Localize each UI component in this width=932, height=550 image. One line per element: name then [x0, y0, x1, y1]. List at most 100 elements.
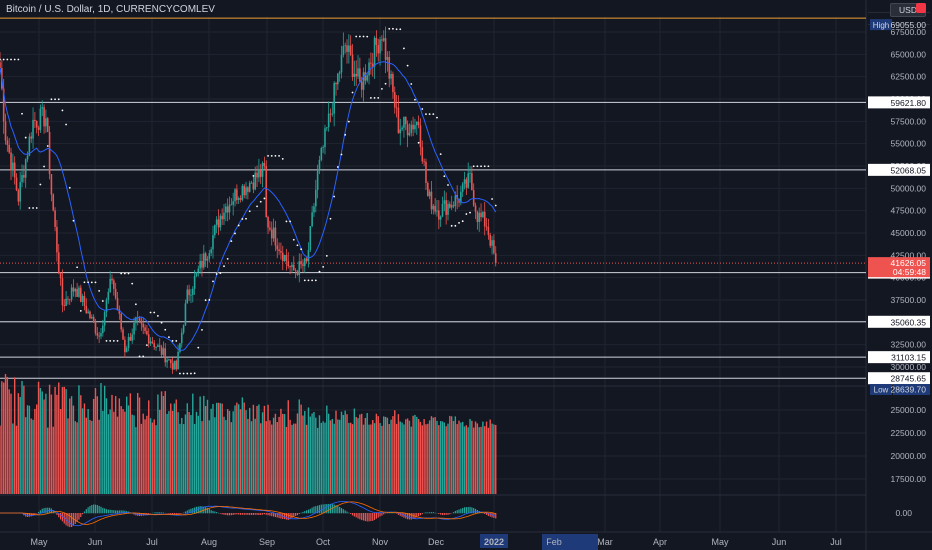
volume-bar	[166, 413, 168, 494]
alert-icon[interactable]	[916, 3, 926, 13]
volume-bar	[480, 426, 482, 494]
oscillator-bar	[311, 507, 313, 514]
oscillator-bar	[201, 506, 203, 514]
sar-dot	[421, 108, 424, 110]
oscillator-bar	[69, 513, 71, 528]
volume-bar	[408, 420, 411, 494]
candle-body	[81, 295, 84, 302]
volume-bar	[149, 418, 152, 494]
volume-bar	[2, 382, 5, 494]
volume-bar	[381, 425, 383, 494]
oscillator-bar	[335, 505, 337, 514]
sar-dot	[399, 28, 402, 31]
oscillator-bar	[234, 513, 236, 515]
candle-body	[285, 254, 288, 262]
volume-bar	[473, 427, 475, 494]
oscillator-bar	[392, 512, 394, 514]
volume-bar	[250, 421, 253, 494]
volume-bar	[159, 409, 161, 494]
sar-dot	[270, 155, 273, 157]
volume-bar	[495, 424, 497, 494]
candle-body	[203, 253, 205, 268]
candle-body	[283, 254, 286, 261]
sar-dot	[336, 166, 339, 168]
candle-body	[188, 289, 190, 296]
candle-body	[423, 161, 425, 163]
candle-body	[414, 125, 416, 130]
oscillator-bar	[177, 513, 179, 515]
volume-bar	[17, 393, 20, 494]
month-label: Aug	[201, 537, 217, 547]
volume-bar	[399, 421, 401, 494]
oscillator-bar	[482, 512, 484, 514]
candle-body	[307, 250, 310, 262]
volume-bar	[157, 394, 159, 494]
volume-tick-label: 20000.00	[891, 451, 927, 461]
volume-bar	[344, 410, 346, 494]
oscillator-bar	[186, 510, 188, 514]
candle-body	[342, 46, 345, 56]
candle-body	[287, 261, 290, 267]
volume-bar	[192, 393, 194, 494]
oscillator-bar	[452, 512, 455, 514]
time-axis-highlight	[480, 534, 508, 548]
candle-body	[78, 287, 80, 297]
volume-bar	[70, 396, 73, 494]
candle-body	[26, 155, 29, 160]
candle-body	[201, 260, 203, 268]
oscillator-bar	[260, 513, 262, 515]
candle-body	[351, 54, 354, 77]
oscillator-bar	[291, 513, 293, 518]
volume-bar	[458, 420, 460, 494]
volume-bar	[74, 421, 76, 494]
oscillator-bar	[250, 513, 253, 515]
oscillator-bar	[183, 512, 185, 514]
oscillator-bar	[247, 513, 249, 515]
oscillator-bar	[368, 513, 370, 522]
sar-dots	[0, 27, 497, 375]
oscillator-bar	[37, 511, 40, 514]
oscillator-bar	[432, 512, 434, 514]
volume-bar	[204, 406, 207, 494]
candle-body	[133, 323, 135, 335]
volume-bar	[289, 419, 291, 494]
sar-dot	[164, 328, 167, 331]
low-tag-bg	[870, 384, 892, 395]
volume-bar	[221, 403, 223, 494]
oscillator-bar	[418, 513, 420, 517]
oscillator-bar	[276, 513, 278, 518]
sar-dot	[307, 279, 310, 282]
volume-bar	[348, 422, 350, 494]
oscillator-bar	[171, 513, 174, 515]
candle-body	[375, 37, 378, 46]
candle-body	[379, 39, 381, 54]
candle-body	[386, 57, 389, 60]
volume-bar	[337, 419, 339, 494]
oscillator-bar	[265, 513, 267, 515]
oscillator-bar	[487, 513, 489, 516]
oscillator-bar	[348, 512, 350, 514]
oscillator-bar	[219, 513, 221, 514]
candle-body	[401, 127, 403, 130]
low-tag: Low	[874, 386, 889, 395]
volume-bar	[309, 416, 311, 494]
oscillator-bar	[34, 513, 36, 515]
oscillator-bar	[473, 508, 475, 514]
oscillator-bar	[153, 512, 155, 514]
volume-bar	[59, 409, 62, 494]
volume-bar	[392, 416, 394, 494]
candle-body	[166, 359, 168, 363]
sar-dot	[425, 113, 427, 116]
oscillator-bar	[214, 511, 216, 514]
sar-dot	[318, 270, 321, 273]
sar-dot	[292, 238, 295, 241]
candle-body	[331, 113, 334, 115]
oscillator-bar	[362, 513, 365, 521]
price-tick-label: 62500.00	[891, 72, 927, 82]
oscillator-bar	[339, 507, 341, 514]
oscillator-bar	[364, 513, 366, 522]
candle-body	[430, 191, 433, 210]
sar-dot	[355, 35, 358, 38]
oscillator-bar	[212, 510, 214, 514]
